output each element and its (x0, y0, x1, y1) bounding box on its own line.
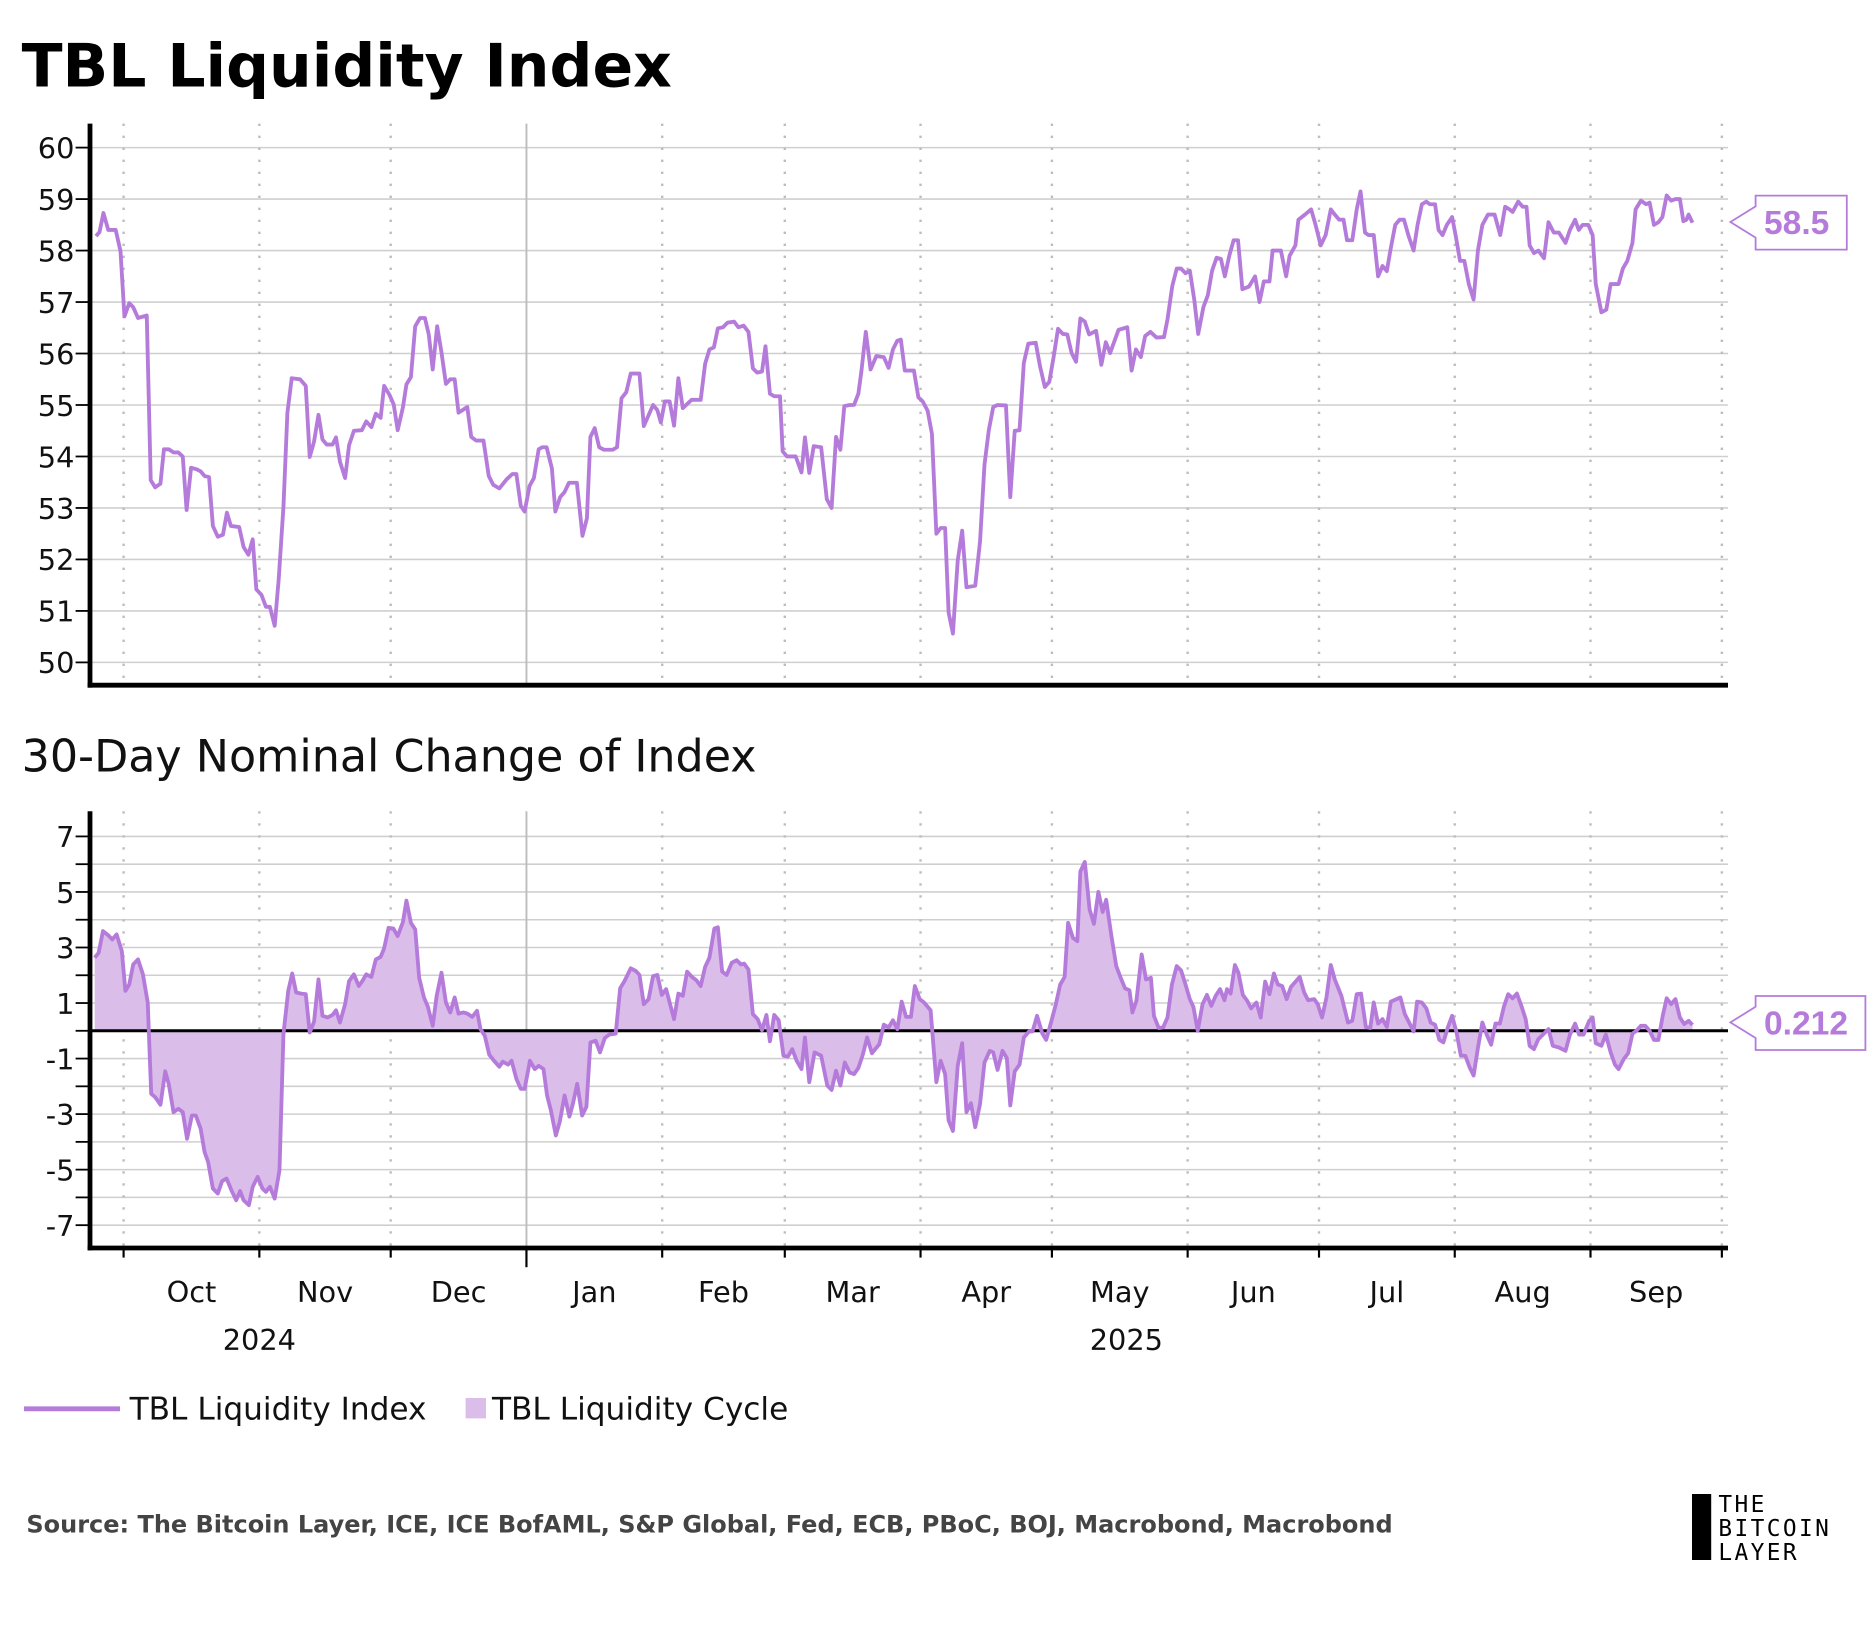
y-tick-label: 50 (38, 646, 75, 680)
y-tick-label: -7 (46, 1209, 75, 1243)
index-panel: 50 51 52 53 54 55 56 57 58 59 60 58.5 (38, 123, 1848, 688)
logo-line-1: THE (1718, 1492, 1766, 1518)
y-tick-label: -5 (46, 1153, 75, 1187)
x-tick-label: Oct (167, 1275, 217, 1309)
cycle-area (94, 861, 1693, 1206)
last-value-label: 0.212 (1764, 1005, 1848, 1042)
y-tick-label: 7 (56, 820, 74, 854)
x-tick-label: May (1090, 1275, 1150, 1309)
logo-line-3: LAYER (1718, 1540, 1799, 1566)
x-axis: Oct Nov Dec Jan Feb Mar Apr May Jun Jul Aug Sep 2024… (122, 1247, 1723, 1357)
source-note: Source: The Bitcoin Layer, ICE, ICE BofA… (26, 1510, 1392, 1538)
x-tick-label: Mar (826, 1275, 880, 1309)
last-value-label: 58.5 (1764, 205, 1829, 242)
y-tick-label: 3 (56, 931, 74, 965)
y-tick-label: 53 (38, 492, 75, 526)
logo-line-2: BITCOIN (1718, 1516, 1831, 1542)
chart-title: TBL Liquidity Index (22, 31, 672, 101)
legend: TBL Liquidity Index TBL Liquidity Cycle (24, 1392, 788, 1428)
logo-bar (1691, 1493, 1712, 1560)
bitcoin-layer-logo: THE BITCOIN LAYER (1691, 1492, 1831, 1566)
x-year-label: 2024 (223, 1323, 296, 1357)
legend-label-cycle: TBL Liquidity Cycle (491, 1392, 788, 1428)
y-tick-label: 60 (38, 131, 75, 165)
cycle-panel: -7 -5 -3 -1 1 3 5 7 0.212 (46, 811, 1867, 1251)
y-tick-label: 57 (38, 286, 75, 320)
subtitle: 30-Day Nominal Change of Index (22, 732, 757, 783)
y-tick-label: 59 (38, 183, 75, 217)
x-tick-label: Jan (570, 1275, 616, 1309)
cycle-line (93, 860, 1694, 1208)
legend-label-index: TBL Liquidity Index (129, 1392, 427, 1428)
x-tick-label: Jun (1229, 1275, 1276, 1309)
y-tick-label: -3 (46, 1098, 75, 1132)
y-tick-label: 58 (38, 234, 75, 268)
legend-area-swatch (465, 1397, 487, 1419)
x-tick-label: Sep (1629, 1275, 1683, 1309)
x-tick-label: Apr (961, 1275, 1011, 1309)
y-tick-label: 54 (38, 440, 75, 474)
y-tick-label: 51 (38, 595, 75, 629)
y-tick-label: -1 (46, 1042, 75, 1076)
index-line (94, 189, 1695, 636)
last-value-callout (1728, 995, 1867, 1051)
y-tick-label: 56 (38, 337, 75, 371)
y-tick-label: 55 (38, 389, 75, 423)
last-value-callout (1728, 194, 1848, 251)
x-tick-label: Nov (297, 1275, 353, 1309)
y-tick-label: 52 (38, 543, 75, 577)
x-tick-label: Aug (1495, 1275, 1551, 1309)
x-year-label: 2025 (1090, 1323, 1163, 1357)
x-tick-label: Feb (698, 1275, 749, 1309)
x-tick-label: Dec (431, 1275, 487, 1309)
y-tick-label: 5 (56, 876, 74, 910)
y-tick-label: 1 (56, 987, 74, 1021)
x-tick-label: Jul (1368, 1275, 1405, 1309)
